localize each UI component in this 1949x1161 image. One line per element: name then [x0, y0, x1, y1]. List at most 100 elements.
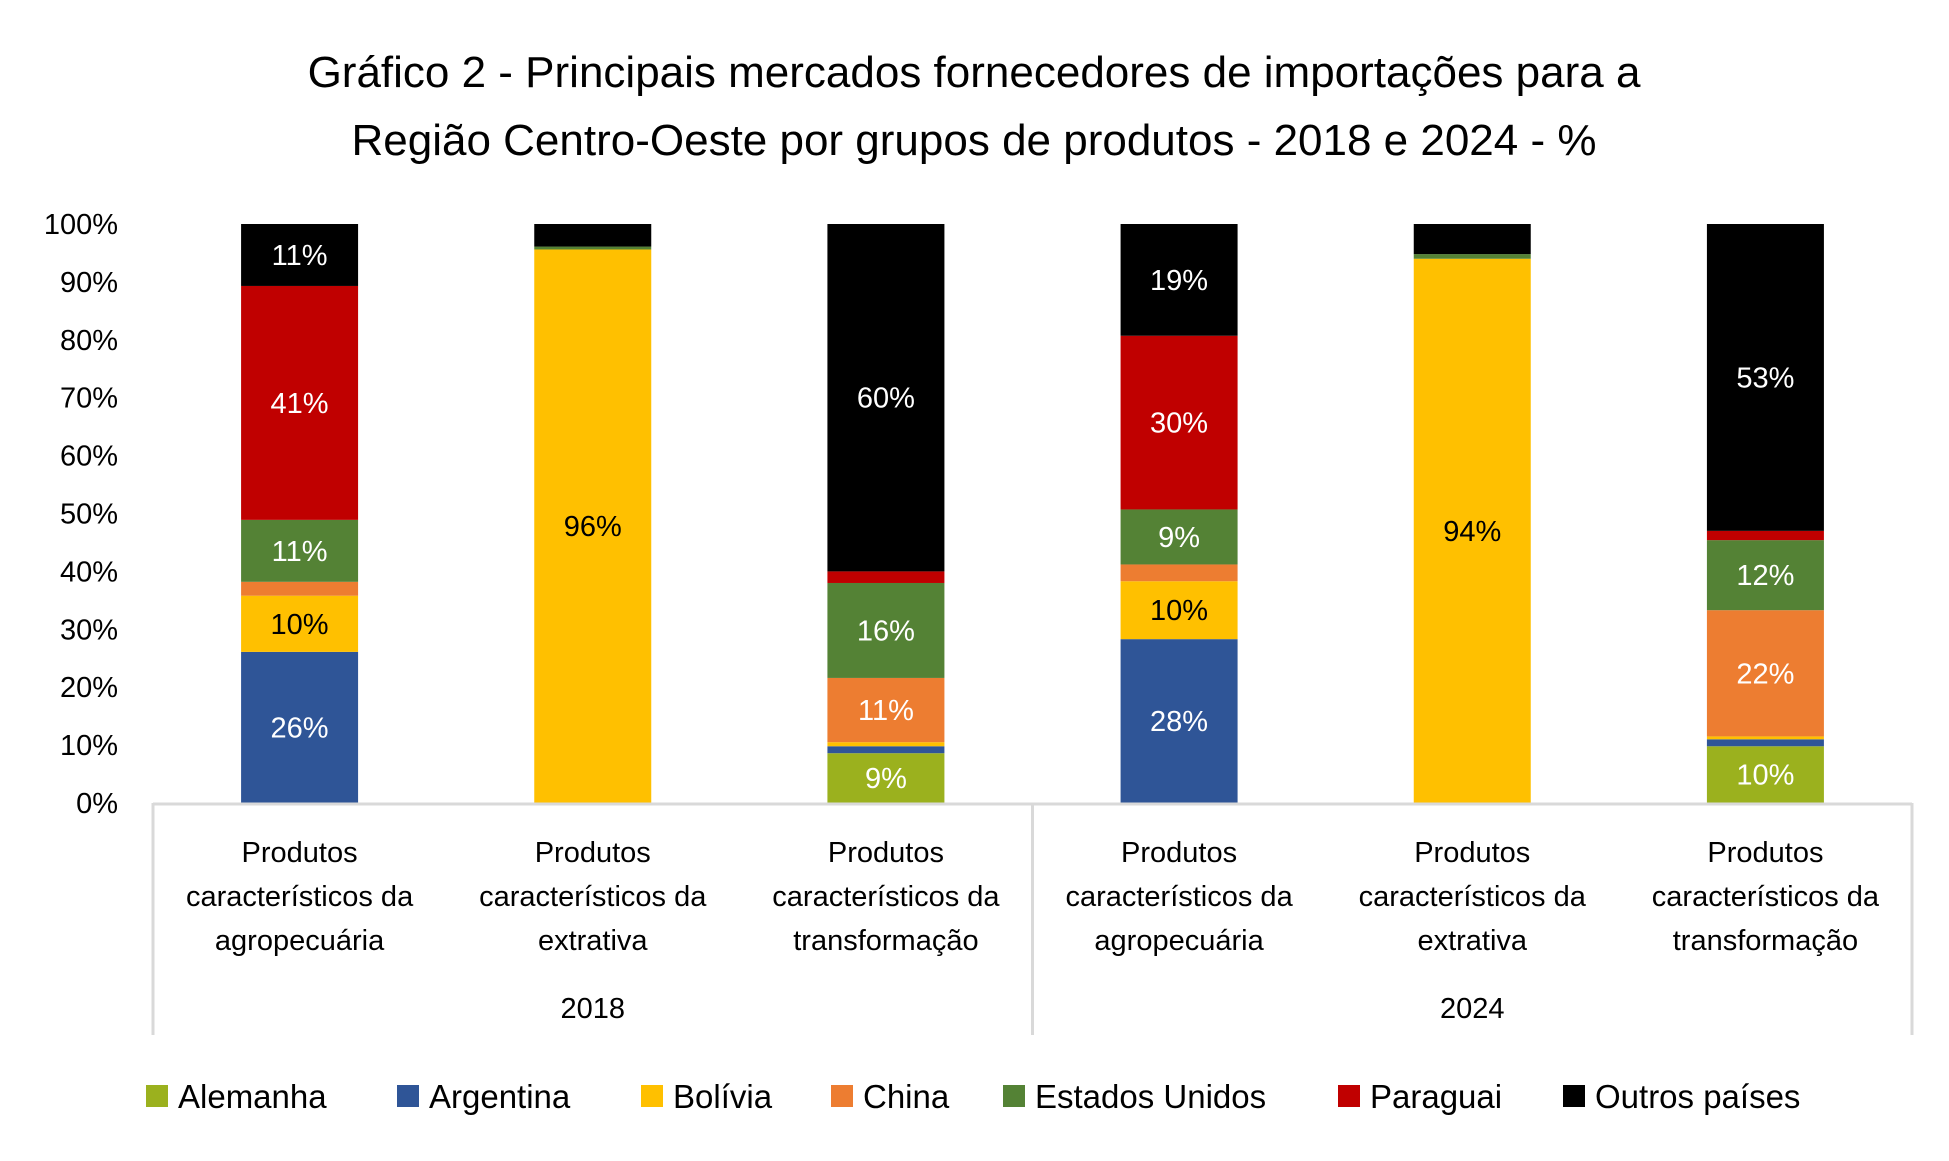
legend-item-china: China — [831, 1078, 950, 1115]
legend-swatch — [397, 1085, 419, 1107]
legend-label: Outros países — [1595, 1078, 1800, 1115]
data-label: 94% — [1443, 516, 1501, 548]
data-label: 30% — [1150, 408, 1208, 440]
legend-label: China — [863, 1078, 950, 1115]
bar-segment-estados-unidos — [1120, 509, 1238, 565]
chart-title-line-2: Região Centro-Oeste por grupos de produt… — [352, 116, 1597, 165]
legend-swatch — [1338, 1085, 1360, 1107]
bar-segment-estados-unidos — [241, 519, 359, 582]
x-category-label-line: Produtos — [1414, 837, 1530, 869]
x-group-label: 2024 — [1440, 993, 1505, 1025]
bar-segment-estados-unidos — [1706, 540, 1824, 611]
bar-segment-argentina — [1706, 739, 1824, 747]
legend-item-paraguai: Paraguai — [1338, 1078, 1502, 1115]
x-category-label: Produtos característicos da extrativa — [479, 837, 707, 957]
legend-label: Paraguai — [1370, 1078, 1502, 1115]
legend-item-alemanha: Alemanha — [146, 1078, 327, 1115]
y-tick-label: 0% — [76, 788, 118, 820]
bar-segment-bolívia — [1706, 736, 1824, 740]
bar-segment-alemanha — [1706, 746, 1824, 803]
legend: Alemanha Argentina Bolívia China Estados Uni… — [146, 1078, 1800, 1115]
data-label: 11% — [272, 240, 328, 272]
data-label: 53% — [1736, 362, 1794, 394]
stacked-bar — [241, 224, 359, 803]
x-category-label-line: característicos da — [186, 881, 414, 913]
legend-item-estados-unidos: Estados Unidos — [1003, 1078, 1266, 1115]
x-category-label-line: agropecuária — [1094, 925, 1264, 957]
bar-segment-bolívia — [1413, 258, 1531, 803]
data-label: 26% — [271, 712, 329, 744]
x-category-label-line: Produtos — [242, 837, 358, 869]
bar-segment-estados-unidos — [827, 582, 945, 678]
bar-segment-china — [827, 677, 945, 743]
stacked-bar — [1120, 224, 1238, 803]
legend-swatch — [831, 1085, 853, 1107]
chart-title-line-1: Gráfico 2 - Principais mercados forneced… — [308, 48, 1641, 97]
x-category-label: Produtos característicos da agropecuária — [186, 837, 414, 957]
bar-segment-argentina — [241, 651, 359, 803]
x-category-label-line: extrativa — [1417, 925, 1527, 957]
legend-item-argentina: Argentina — [397, 1078, 571, 1115]
data-label: 10% — [271, 609, 329, 641]
bar-segment-paraguai — [1706, 530, 1824, 541]
bar-segment-outros-países — [1413, 224, 1531, 255]
bar-segment-bolívia — [241, 595, 359, 652]
data-label: 60% — [857, 383, 915, 415]
legend-item-bolívia: Bolívia — [641, 1078, 773, 1115]
data-label: 9% — [1158, 522, 1200, 554]
y-tick-label: 10% — [60, 730, 118, 762]
legend-swatch — [1563, 1085, 1585, 1107]
bar-segment-outros-países — [1706, 224, 1824, 531]
legend-label: Argentina — [429, 1078, 571, 1115]
legend-swatch — [1003, 1085, 1025, 1107]
x-category-label-line: transformação — [1673, 925, 1858, 957]
data-label: 12% — [1736, 560, 1794, 592]
x-category-label-line: agropecuária — [215, 925, 385, 957]
x-group-label: 2018 — [560, 993, 625, 1025]
bar-segment-bolívia — [827, 742, 945, 747]
bar-segment-outros-países — [1120, 224, 1238, 336]
data-label: 9% — [865, 763, 907, 795]
bar-segment-paraguai — [827, 571, 945, 583]
y-tick-label: 70% — [60, 383, 118, 415]
bar-segment-argentina — [1120, 639, 1238, 803]
bar-segment-estados-unidos — [534, 246, 652, 250]
data-labels: 26% 10% 11% 41% 11% 96% 9% 11% 16% 60% 28% 10% 9% 30%… — [271, 240, 1795, 795]
x-category-label-line: característicos da — [1065, 881, 1293, 913]
data-label: 41% — [271, 388, 329, 420]
legend-swatch — [146, 1085, 168, 1107]
bar-segment-china — [1120, 564, 1238, 582]
y-tick-label: 20% — [60, 672, 118, 704]
bar-segment-china — [1706, 610, 1824, 737]
y-tick-label: 90% — [60, 267, 118, 299]
x-category-label-line: característicos da — [772, 881, 1000, 913]
x-category-label-line: extrativa — [538, 925, 648, 957]
bar-segment-bolívia — [1120, 581, 1238, 640]
y-tick-label: 80% — [60, 325, 118, 357]
y-tick-label: 30% — [60, 614, 118, 646]
y-axis: 0% 10% 20% 30% 40% 50% 60% 70% 80% 90% 100% — [44, 209, 118, 820]
bar-segment-alemanha — [827, 753, 945, 803]
bar-segment-paraguai — [241, 285, 359, 520]
data-label: 16% — [857, 615, 915, 647]
bar-segment-argentina — [827, 746, 945, 754]
y-tick-label: 50% — [60, 499, 118, 531]
data-label: 96% — [564, 511, 622, 543]
legend-label: Bolívia — [673, 1078, 773, 1115]
y-tick-label: 100% — [44, 209, 118, 241]
stacked-bar — [1706, 224, 1824, 803]
data-label: 28% — [1150, 706, 1208, 738]
legend-label: Estados Unidos — [1035, 1078, 1266, 1115]
data-label: 22% — [1736, 658, 1794, 690]
x-category-label-line: característicos da — [1652, 881, 1880, 913]
x-category-label: Produtos característicos da transformação — [772, 837, 1000, 957]
x-category-label: Produtos característicos da transformação — [1652, 837, 1880, 957]
bar-segment-china — [241, 581, 359, 596]
bar-segment-bolívia — [534, 249, 652, 803]
bar-segment-outros-países — [534, 224, 652, 247]
bar-segment-paraguai — [1120, 335, 1238, 510]
data-label: 11% — [858, 695, 914, 727]
bar-segment-estados-unidos — [1413, 254, 1531, 259]
data-label: 10% — [1150, 595, 1208, 627]
